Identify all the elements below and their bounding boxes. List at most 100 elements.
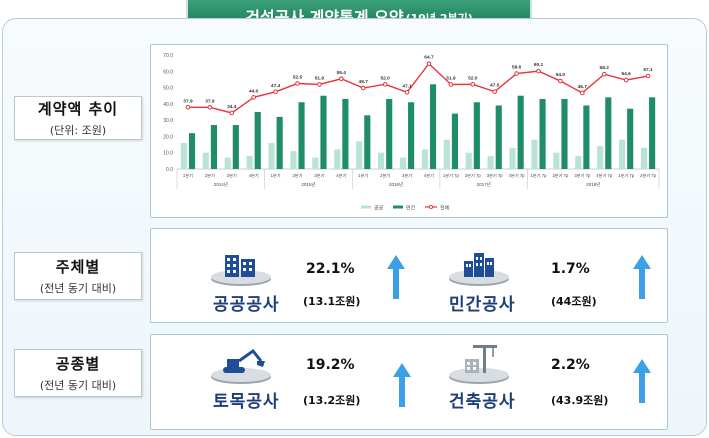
- year-label: 2014년: [214, 181, 228, 187]
- bar-private: [451, 113, 458, 169]
- trend-label: 계약액 추이: [37, 100, 119, 118]
- year-label: 2015년: [301, 181, 315, 187]
- total-point: [273, 89, 278, 95]
- bar-public: [378, 152, 385, 169]
- bar-private: [495, 105, 502, 169]
- bar-public: [640, 147, 648, 169]
- total-point: [404, 89, 410, 95]
- x-tick-label: 2분기: [380, 172, 390, 179]
- entity-note: (전년 동기 대비): [39, 282, 117, 295]
- total-data-label: 47.5: [490, 83, 500, 89]
- up-arrow-icon: [387, 255, 405, 299]
- year-label: 2018년: [586, 181, 600, 187]
- trend-chart-panel: 0.0 10.0 20.0 30.0 40.0 50.0 60.0 70.0 1분기 2분기 3분기…: [150, 44, 668, 218]
- total-data-label: 54.6: [621, 71, 631, 77]
- total-point: [470, 82, 476, 87]
- total-point: [360, 85, 366, 91]
- total-point: [426, 61, 432, 66]
- bar-public: [268, 142, 275, 169]
- total-data-label: 60.1: [534, 62, 544, 68]
- x-tick-label: 1분기: [358, 172, 368, 179]
- total-point: [558, 78, 563, 84]
- total-data-label: 47.1: [402, 83, 412, 89]
- bar-private: [364, 115, 371, 169]
- legend-public-label: 공공: [374, 206, 384, 212]
- total-point: [251, 95, 256, 100]
- building-crane-icon: [449, 345, 509, 384]
- total-data-label: 52.5: [293, 75, 303, 81]
- x-tick-label: 4분기: [249, 172, 259, 179]
- type-label: 공종별: [55, 355, 101, 373]
- bar-public: [443, 139, 450, 169]
- x-tick-label: 3분기: [402, 172, 412, 179]
- trend-unit-note: (단위: 조원): [49, 124, 107, 137]
- x-tick-label: 1분기 7p: [618, 172, 635, 179]
- bar-public: [312, 157, 319, 169]
- building-works-amount: (43.9조원): [551, 394, 609, 407]
- bar-public: [553, 152, 560, 169]
- public-works-name: 공공공사: [213, 295, 280, 315]
- total-data-label: 64.7: [424, 55, 434, 61]
- x-tick-label: 4분기 7p: [509, 172, 526, 179]
- type-panel: 토목공사 19.2% (13.2조원) 건축공사 2.2% (43.9조원): [150, 334, 668, 430]
- apartment-icon: [449, 253, 509, 286]
- bar-private: [342, 98, 349, 169]
- x-tick-label: 4분기: [424, 172, 434, 179]
- total-data-label: 37.9: [183, 98, 193, 104]
- office-building-icon: [211, 255, 271, 286]
- civil-works-pct: 19.2%: [306, 357, 355, 373]
- y-tick-label: 20.0: [163, 134, 173, 140]
- total-data-label: 51.9: [446, 75, 456, 81]
- total-data-label: 54.0: [556, 72, 566, 78]
- x-tick-label: 2분기: [292, 172, 302, 179]
- up-arrow-icon: [393, 363, 411, 407]
- x-tick-label: 3분기: [227, 172, 237, 179]
- y-tick-label: 30.0: [163, 118, 173, 124]
- total-point: [339, 76, 344, 82]
- bar-private: [298, 102, 305, 169]
- total-point: [229, 110, 235, 116]
- x-tick-label: 4분기 7p: [596, 172, 613, 179]
- private-works-pct: 1.7%: [551, 261, 590, 277]
- total-data-label: 51.9: [315, 75, 325, 81]
- bar-private: [210, 125, 217, 169]
- total-data-label: 52.0: [468, 75, 478, 81]
- bar-public: [202, 152, 209, 169]
- total-point: [601, 71, 607, 77]
- public-works-pct: 22.1%: [306, 261, 355, 277]
- y-tick-label: 60.0: [163, 69, 173, 75]
- total-point: [645, 73, 651, 79]
- bar-private: [254, 112, 261, 169]
- legend-private-swatch: [393, 205, 403, 209]
- excavator-icon: [211, 348, 271, 384]
- y-tick-label: 50.0: [163, 86, 173, 92]
- y-tick-label: 10.0: [163, 151, 173, 157]
- bar-private: [386, 98, 393, 169]
- total-point: [514, 71, 519, 76]
- total-data-label: 58.6: [512, 65, 522, 71]
- civil-works-name: 토목공사: [213, 392, 280, 412]
- bar-private: [276, 116, 283, 169]
- year-label: 2017년: [477, 181, 491, 187]
- total-point: [492, 89, 497, 94]
- trend-label-box: 계약액 추이 (단위: 조원): [14, 96, 142, 140]
- x-tick-label: 1분기 7p: [443, 172, 460, 179]
- legend-private-label: 민간: [406, 205, 416, 212]
- bar-private: [627, 108, 634, 169]
- private-works-amount: (44조원): [551, 295, 597, 308]
- type-label-box: 공종별 (전년 동기 대비): [14, 349, 142, 397]
- x-tick-label: 2분기 7p: [640, 172, 657, 179]
- bar-public: [597, 146, 604, 169]
- bar-public: [531, 139, 538, 169]
- total-point: [580, 90, 585, 96]
- bar-public: [356, 141, 363, 169]
- total-point: [207, 104, 213, 110]
- bar-private: [539, 98, 546, 169]
- total-point: [623, 77, 629, 83]
- total-data-label: 49.7: [359, 79, 369, 85]
- total-point: [448, 82, 454, 87]
- bar-public: [399, 157, 407, 169]
- total-point: [317, 82, 322, 87]
- private-works-name: 민간공사: [449, 295, 516, 315]
- total-data-label: 52.0: [380, 75, 390, 81]
